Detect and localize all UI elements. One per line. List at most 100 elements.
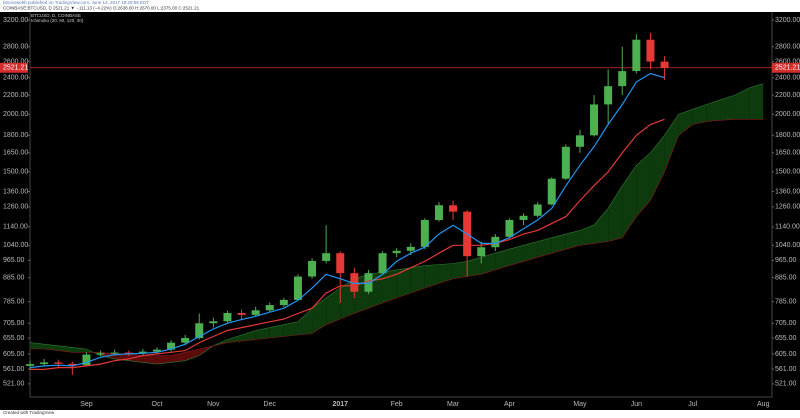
cloud-segment <box>650 135 665 201</box>
candle-body <box>138 351 147 354</box>
y-tick-label: 3200.00 <box>775 17 800 24</box>
y-tick-label: 2400.00 <box>3 75 28 82</box>
y-tick-label: 1650.00 <box>775 150 800 157</box>
y-tick-label: 2600.00 <box>775 58 800 65</box>
y-tick-label: 605.00 <box>775 351 797 358</box>
y-tick-label: 2600.00 <box>3 58 28 65</box>
cloud-segment <box>495 249 510 270</box>
candle-body <box>293 276 302 300</box>
y-tick-label: 521.00 <box>3 381 25 388</box>
cloud-segment <box>579 225 595 246</box>
cloud-segment <box>565 230 580 250</box>
chart-title: BTCUSD, D, COINBASE <box>31 13 81 18</box>
candle-body <box>491 236 500 248</box>
y-tick-label: 1800.00 <box>775 132 800 139</box>
candle-body <box>26 364 35 366</box>
y-tick-label: 1650.00 <box>3 150 28 157</box>
cloud-segment <box>453 261 468 279</box>
y-tick-label: 2800.00 <box>775 44 800 51</box>
tenkan-line <box>30 72 665 369</box>
y-tick-label: 705.00 <box>3 320 25 327</box>
y-tick-label: 2400.00 <box>775 75 800 82</box>
x-tick-label: Oct <box>152 401 163 408</box>
kijun-line <box>30 118 665 370</box>
last-price-label: 2521.21 <box>775 65 800 72</box>
last-price-label: 2521.21 <box>3 65 28 72</box>
candle-body <box>547 178 556 205</box>
y-tick-label: 1800.00 <box>3 132 28 139</box>
cloud-segment <box>312 297 327 334</box>
x-tick-label: May <box>573 401 587 408</box>
candle-body <box>449 205 458 212</box>
x-tick-label: Feb <box>391 401 403 408</box>
y-tick-label: 1140.00 <box>3 224 28 231</box>
candle-body <box>251 310 260 315</box>
cloud-segment <box>227 334 242 343</box>
cloud-segment <box>424 264 439 289</box>
candle-body <box>519 215 528 220</box>
candle-body <box>420 219 429 247</box>
candle-body <box>336 253 345 274</box>
y-tick-label: 2000.00 <box>775 111 800 118</box>
y-tick-label: 1260.00 <box>775 204 800 211</box>
candle-body <box>279 299 288 306</box>
y-tick-label: 1140.00 <box>775 224 800 231</box>
candle-body <box>561 146 570 179</box>
candle-body <box>96 353 105 355</box>
last-price-tag <box>772 62 800 73</box>
y-tick-label: 885.00 <box>775 275 797 282</box>
y-tick-label: 1360.00 <box>3 188 28 195</box>
y-tick-label: 785.00 <box>775 299 797 306</box>
cloud-segment <box>269 324 284 338</box>
candle-body <box>477 247 486 257</box>
y-tick-label: 1500.00 <box>775 169 800 176</box>
candle-body <box>406 246 415 251</box>
x-tick-label: Mar <box>447 401 460 408</box>
x-tick-label: Sep <box>80 401 93 408</box>
cloud-segment <box>706 99 721 122</box>
candle-body <box>604 86 613 105</box>
candle-body <box>195 323 204 338</box>
y-tick-label: 655.00 <box>775 335 797 342</box>
y-tick-label: 2200.00 <box>775 92 800 99</box>
cloud-segment <box>481 253 496 275</box>
cloud-segment <box>664 114 679 172</box>
cloud-segment <box>255 327 270 340</box>
candle-body <box>660 61 669 68</box>
candle-body <box>505 219 514 237</box>
span-a-line <box>30 83 764 365</box>
cloud-segment <box>156 355 172 365</box>
candle-body <box>434 205 443 220</box>
candle-body <box>308 260 317 277</box>
indicator: Ichimoku (20, 60, 120, 30) <box>31 18 84 23</box>
candle-body <box>646 39 655 62</box>
x-tick-label: 2017 <box>332 401 348 408</box>
cloud-segment <box>735 87 750 120</box>
candle-body <box>378 253 387 274</box>
y-tick-label: 3200.00 <box>3 17 28 24</box>
cloud-segment <box>58 345 73 353</box>
y-tick-label: 1260.00 <box>3 204 28 211</box>
y-tick-label: 705.00 <box>775 320 797 327</box>
y-tick-label: 2800.00 <box>3 44 28 51</box>
candle-body <box>632 39 641 72</box>
candle-body <box>68 363 77 366</box>
cloud-segment <box>297 308 313 335</box>
plot-background <box>0 12 800 410</box>
cloud-segment <box>283 321 298 337</box>
cloud-segment <box>551 234 566 254</box>
cloud-segment <box>410 265 425 293</box>
cloud-segment <box>185 349 200 361</box>
y-tick-label: 561.00 <box>3 366 25 373</box>
y-tick-label: 1360.00 <box>775 188 800 195</box>
candle-body <box>618 71 627 87</box>
cloud-segment <box>608 185 623 242</box>
candle-body <box>181 337 190 343</box>
cloud-segment <box>396 267 411 298</box>
candle-body <box>322 253 331 261</box>
y-tick-label: 785.00 <box>3 299 25 306</box>
x-tick-label: Jun <box>631 401 642 408</box>
candle-body <box>54 362 63 364</box>
